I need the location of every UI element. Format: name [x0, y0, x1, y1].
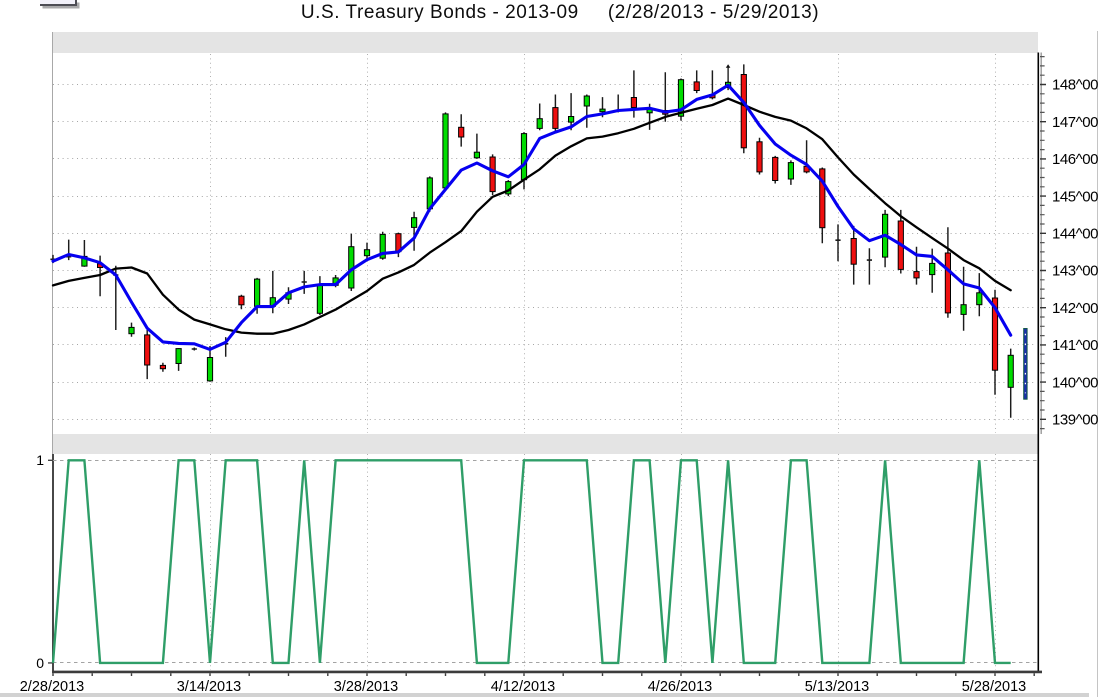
- svg-text:143^00: 143^00: [1052, 263, 1098, 280]
- svg-text:139^00: 139^00: [1052, 412, 1098, 429]
- svg-text:148^00: 148^00: [1052, 77, 1098, 94]
- svg-text:140^00: 140^00: [1052, 374, 1098, 391]
- svg-text:145^00: 145^00: [1052, 188, 1098, 205]
- svg-text:142^00: 142^00: [1052, 300, 1098, 317]
- svg-text:0: 0: [36, 655, 44, 671]
- svg-text:5/13/2013: 5/13/2013: [805, 679, 870, 695]
- svg-text:4/26/2013: 4/26/2013: [648, 679, 713, 695]
- svg-text:4/12/2013: 4/12/2013: [491, 679, 556, 695]
- svg-text:3/28/2013: 3/28/2013: [334, 679, 399, 695]
- svg-text:2/28/2013: 2/28/2013: [20, 679, 85, 695]
- svg-text:1: 1: [36, 452, 44, 468]
- svg-text:144^00: 144^00: [1052, 226, 1098, 243]
- svg-text:141^00: 141^00: [1052, 337, 1098, 354]
- svg-text:5/28/2013: 5/28/2013: [962, 679, 1027, 695]
- svg-text:146^00: 146^00: [1052, 151, 1098, 168]
- svg-text:147^00: 147^00: [1052, 114, 1098, 131]
- svg-text:3/14/2013: 3/14/2013: [177, 679, 242, 695]
